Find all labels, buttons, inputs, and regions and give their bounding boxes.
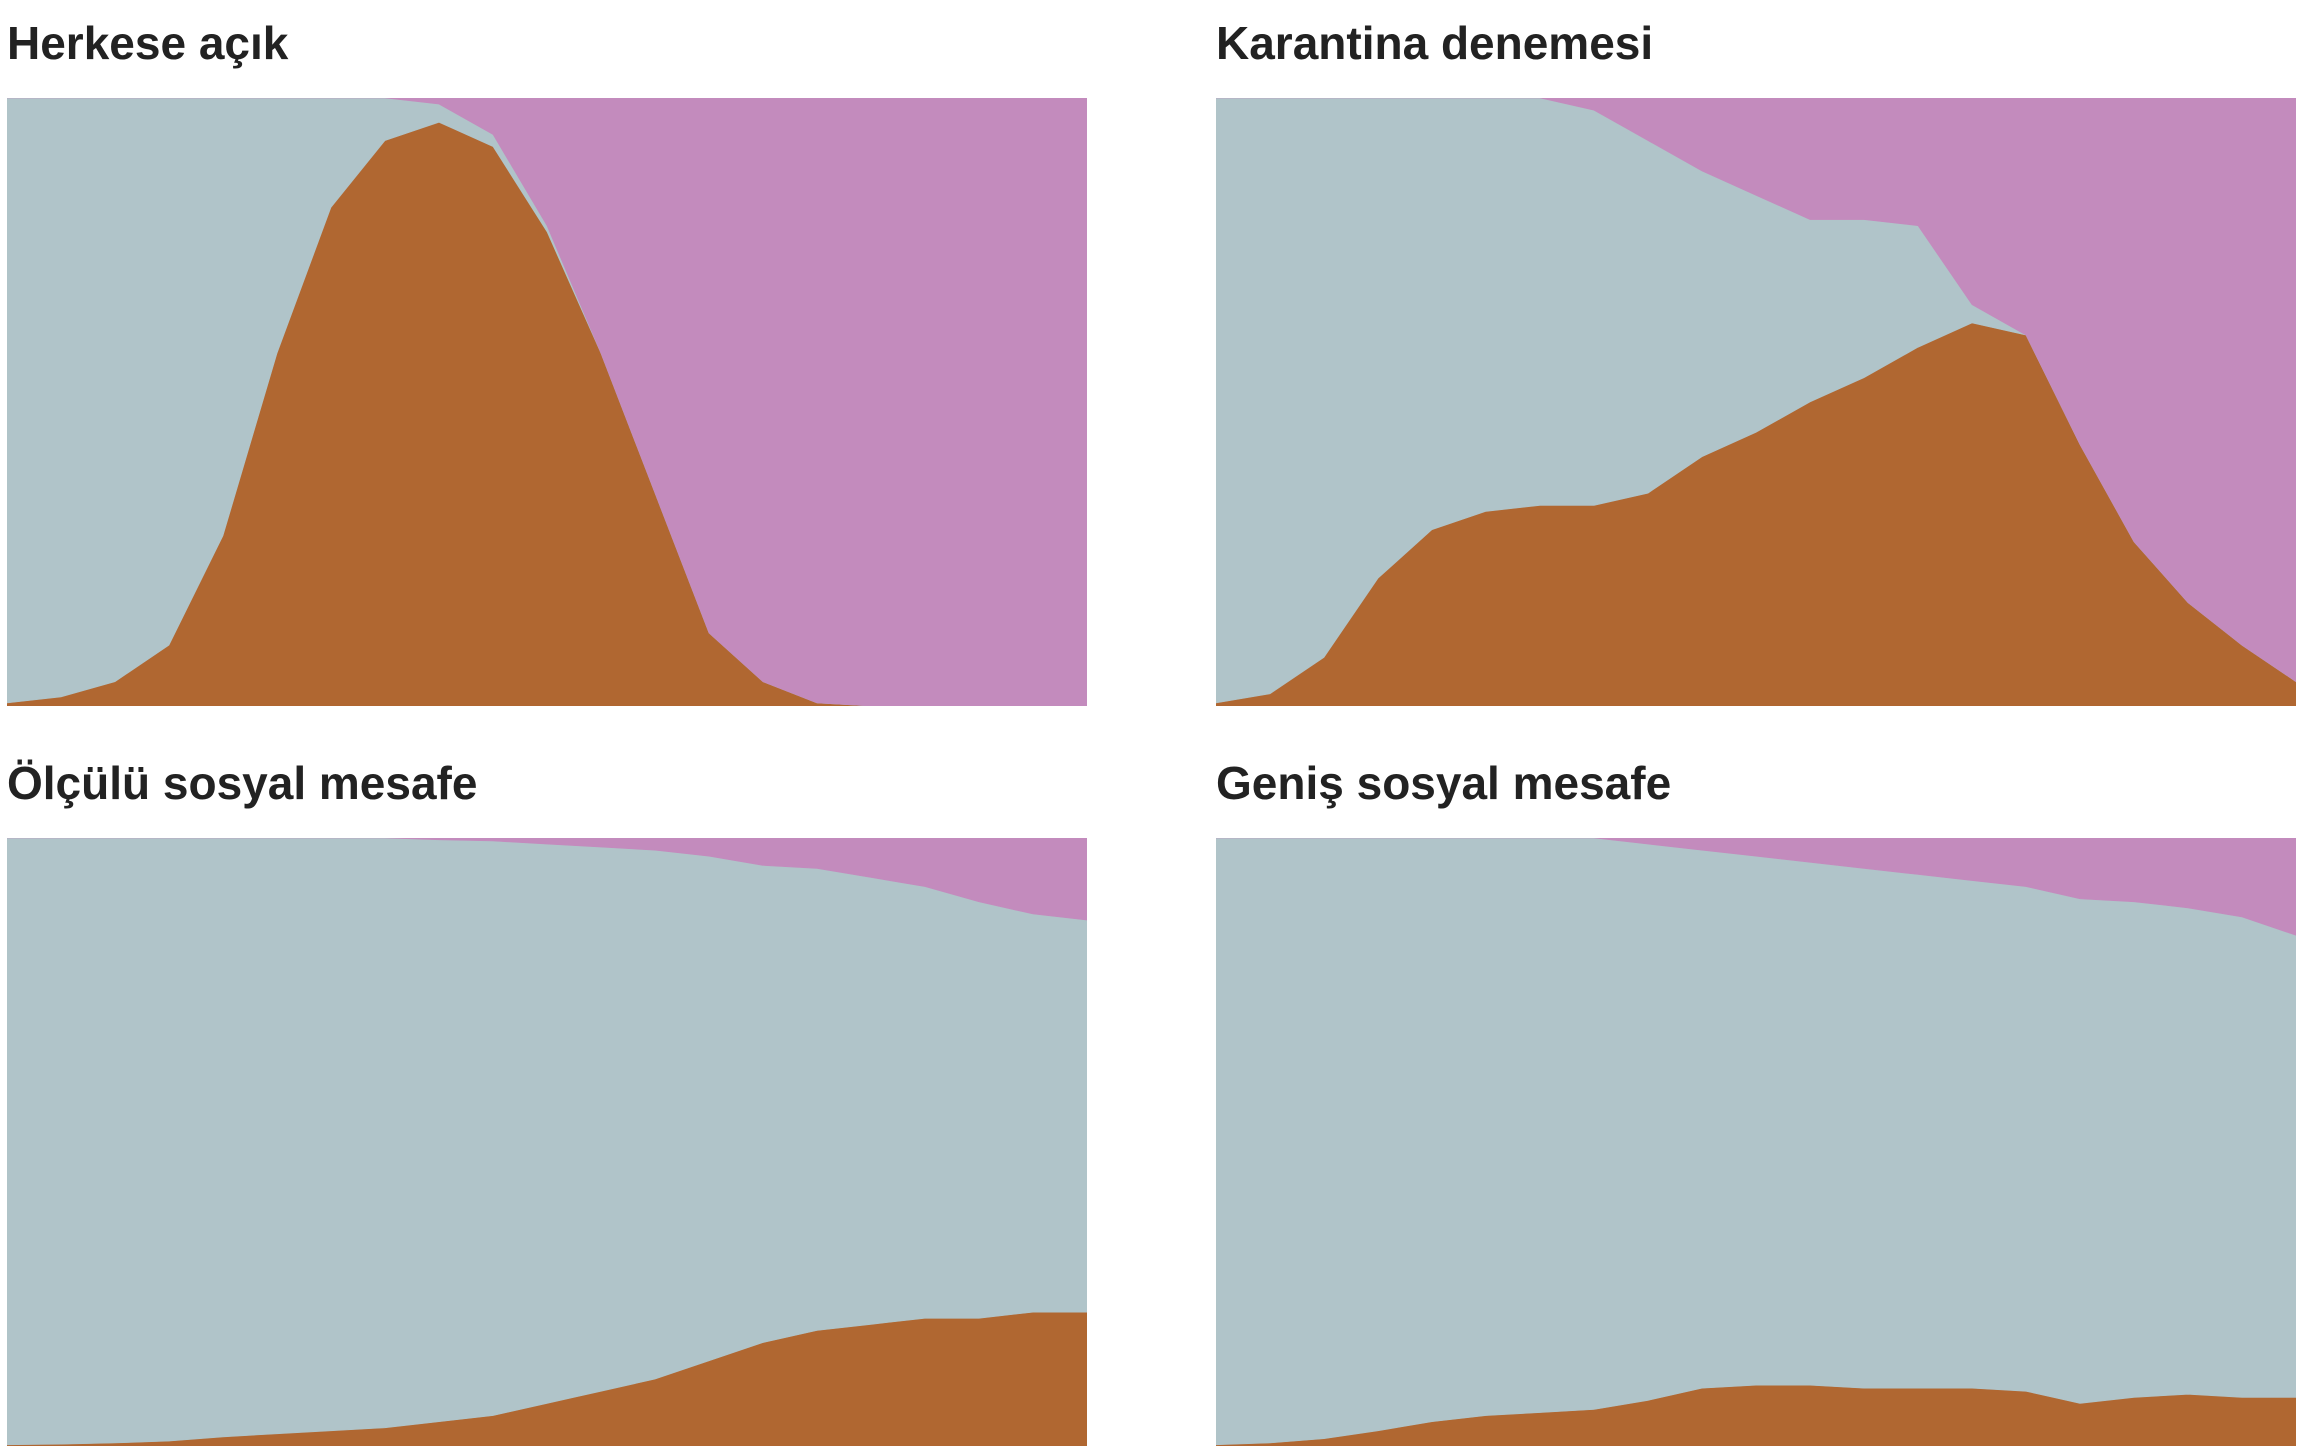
chart-title: Herkese açık bbox=[7, 17, 289, 69]
area-series-recovered bbox=[7, 98, 1087, 706]
area-chart bbox=[1216, 98, 2296, 706]
chart-title: Geniş sosyal mesafe bbox=[1216, 757, 1672, 809]
chart-title: Karantina denemesi bbox=[1216, 17, 1654, 69]
area-series-recovered bbox=[7, 838, 1087, 921]
area-series-recovered bbox=[1216, 838, 2296, 936]
area-series-healthy bbox=[1216, 838, 2296, 1446]
area-series-healthy bbox=[7, 838, 1087, 1446]
area-chart bbox=[1216, 838, 2296, 1446]
area-chart bbox=[7, 838, 1087, 1446]
area-chart bbox=[7, 98, 1087, 706]
area-series-recovered bbox=[1216, 98, 2296, 683]
area-series-healthy bbox=[7, 98, 1087, 706]
chart-title: Ölçülü sosyal mesafe bbox=[7, 757, 478, 809]
